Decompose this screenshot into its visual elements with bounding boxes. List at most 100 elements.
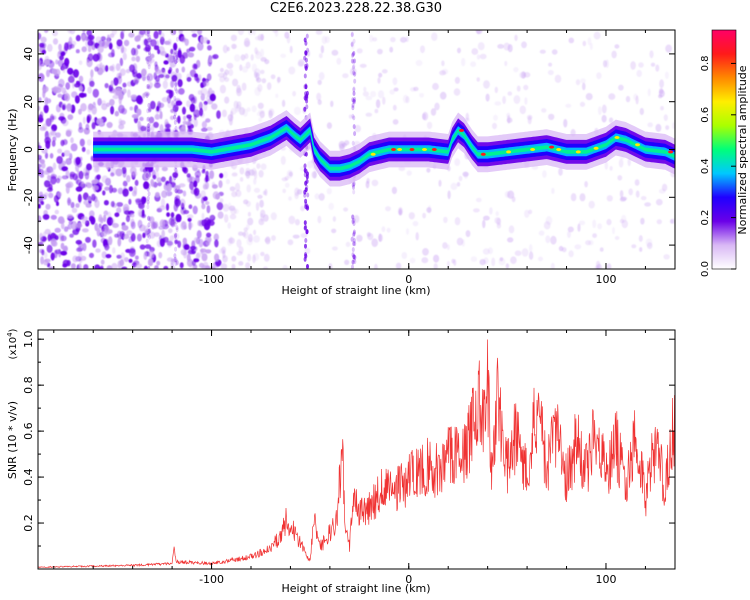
noise-blob bbox=[218, 191, 224, 197]
noise-blob bbox=[78, 170, 84, 180]
noise-blob bbox=[49, 115, 55, 121]
noise-blob bbox=[438, 179, 442, 187]
streak-blob bbox=[351, 102, 355, 108]
noise-blob bbox=[446, 244, 450, 251]
noise-blob bbox=[188, 46, 196, 52]
noise-blob bbox=[473, 208, 480, 213]
noise-blob bbox=[199, 219, 205, 227]
noise-blob bbox=[277, 76, 281, 83]
noise-blob bbox=[628, 188, 633, 196]
noise-blob bbox=[96, 118, 104, 125]
noise-blob bbox=[122, 88, 127, 94]
noise-blob bbox=[41, 49, 47, 55]
noise-blob bbox=[229, 186, 236, 192]
noise-blob bbox=[212, 261, 220, 268]
noise-blob bbox=[43, 104, 49, 114]
noise-blob bbox=[493, 114, 498, 121]
noise-blob bbox=[630, 61, 636, 70]
noise-blob bbox=[507, 91, 513, 96]
noise-blob bbox=[328, 202, 335, 210]
noise-blob bbox=[87, 53, 94, 62]
noise-blob bbox=[206, 205, 211, 214]
streak-blob bbox=[174, 82, 178, 88]
streak-blob bbox=[352, 232, 355, 238]
noise-blob bbox=[44, 228, 51, 235]
streak-blob bbox=[173, 114, 177, 120]
noise-blob bbox=[541, 108, 547, 113]
noise-blob bbox=[485, 93, 490, 102]
noise-blob bbox=[60, 51, 65, 57]
noise-blob bbox=[56, 201, 59, 207]
noise-blob bbox=[90, 69, 94, 78]
noise-blob bbox=[647, 122, 653, 128]
streak-blob bbox=[306, 192, 310, 198]
noise-blob bbox=[123, 39, 130, 47]
noise-blob bbox=[363, 86, 367, 92]
streak-blob bbox=[304, 169, 308, 174]
noise-blob bbox=[348, 114, 353, 119]
noise-blob bbox=[405, 228, 410, 235]
noise-blob bbox=[60, 242, 65, 250]
noise-blob bbox=[664, 71, 669, 80]
hotspot bbox=[409, 148, 415, 151]
noise-blob bbox=[128, 32, 135, 38]
noise-blob bbox=[390, 37, 396, 43]
streak-blob bbox=[173, 30, 177, 35]
noise-blob bbox=[170, 218, 176, 228]
noise-blob bbox=[188, 222, 194, 229]
streak-blob bbox=[352, 98, 356, 104]
colorbar-tick-label: 0.0 bbox=[700, 261, 711, 277]
noise-blob bbox=[389, 46, 394, 53]
noise-blob bbox=[331, 49, 339, 56]
streak-blob bbox=[175, 170, 179, 176]
noise-blob bbox=[245, 262, 251, 269]
noise-blob bbox=[44, 258, 51, 263]
hotspot bbox=[593, 146, 599, 150]
noise-blob bbox=[87, 34, 95, 41]
noise-blob bbox=[156, 105, 160, 112]
noise-blob bbox=[81, 219, 88, 224]
noise-blob bbox=[523, 84, 529, 91]
noise-blob bbox=[172, 232, 180, 240]
noise-blob bbox=[63, 90, 68, 97]
noise-blob bbox=[503, 42, 511, 51]
noise-blob bbox=[130, 221, 136, 230]
streak-blob bbox=[351, 53, 354, 58]
streak-blob bbox=[174, 73, 178, 78]
noise-blob bbox=[189, 103, 196, 113]
noise-blob bbox=[110, 172, 115, 177]
noise-blob bbox=[655, 123, 662, 132]
noise-blob bbox=[78, 92, 86, 98]
noise-blob bbox=[112, 94, 119, 100]
noise-blob bbox=[374, 108, 379, 114]
colorbar-ticks: 0.0 0.2 0.4 0.6 0.8 bbox=[700, 55, 736, 277]
noise-blob bbox=[505, 263, 510, 269]
noise-blob bbox=[208, 87, 213, 96]
noise-blob bbox=[94, 264, 101, 269]
streak-blob bbox=[305, 229, 309, 235]
noise-blob bbox=[621, 219, 628, 229]
noise-blob bbox=[156, 260, 161, 266]
noise-blob bbox=[217, 211, 224, 219]
streak-blob bbox=[146, 123, 150, 129]
noise-blob bbox=[614, 236, 620, 240]
noise-blob bbox=[293, 106, 301, 116]
noise-blob bbox=[307, 160, 313, 169]
noise-blob bbox=[65, 128, 73, 135]
noise-blob bbox=[96, 182, 104, 188]
streak-blob bbox=[352, 38, 356, 44]
streak-blob bbox=[173, 166, 177, 172]
noise-blob bbox=[179, 262, 184, 269]
noise-blob bbox=[442, 242, 448, 249]
noise-blob bbox=[297, 61, 304, 67]
noise-blob bbox=[238, 231, 244, 236]
noise-blob bbox=[191, 240, 196, 249]
noise-blob bbox=[257, 84, 263, 92]
noise-blob bbox=[46, 244, 53, 253]
streak-blob bbox=[174, 81, 178, 87]
noise-blob bbox=[122, 82, 127, 88]
hotspot bbox=[431, 148, 437, 151]
noise-blob bbox=[104, 65, 109, 72]
noise-blob bbox=[114, 110, 120, 117]
noise-blob bbox=[82, 228, 89, 233]
